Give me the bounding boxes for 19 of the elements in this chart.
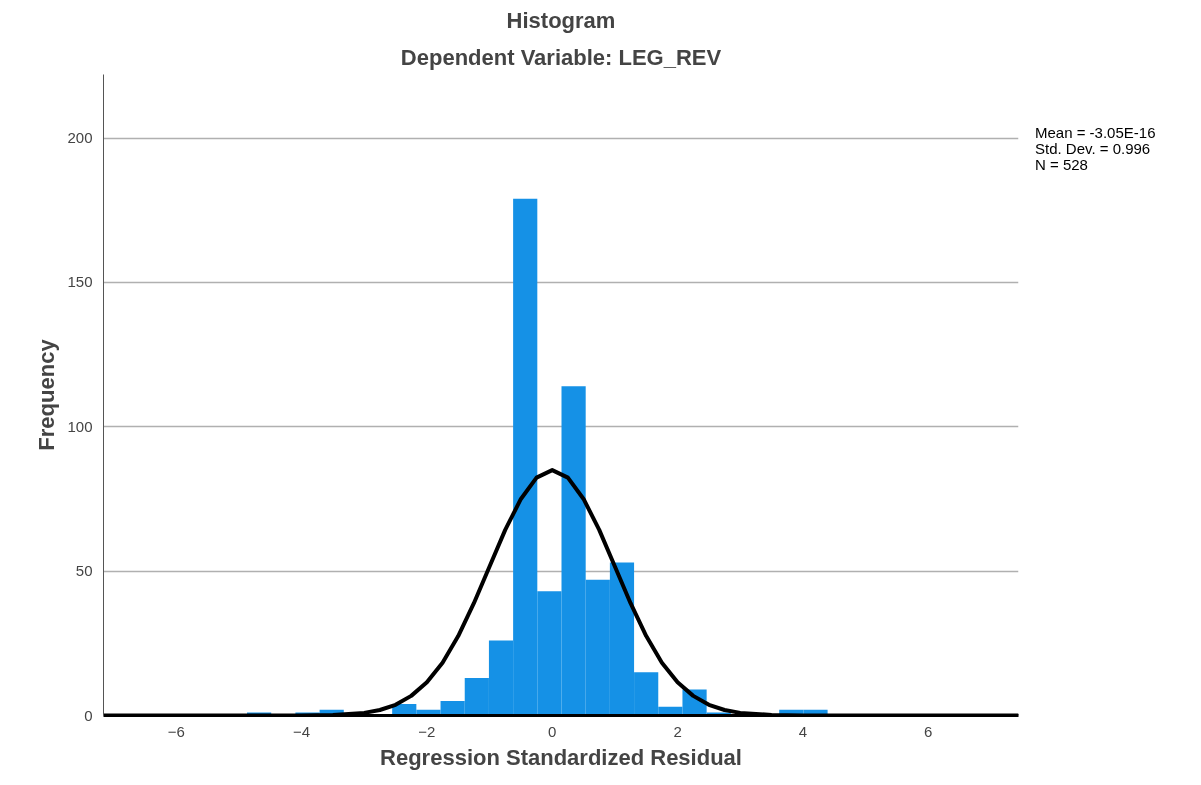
x-axis-title: Regression Standardized Residual [380, 744, 742, 770]
y-axis-title: Frequency [34, 338, 60, 451]
y-tick-label: 100 [67, 417, 93, 435]
y-tick-label: 150 [67, 273, 93, 291]
x-tick-label: 0 [548, 722, 557, 740]
x-tick-label: −2 [418, 722, 436, 740]
x-tick-label: 6 [924, 722, 933, 740]
chart-subtitle: Dependent Variable: LEG_REV [400, 44, 722, 70]
text: N = 528 [1035, 156, 1089, 173]
text: Mean = -3.05E-16 [1035, 124, 1156, 141]
x-tick-label: −4 [292, 722, 311, 740]
chart-title: Histogram [506, 7, 616, 33]
x-tick-label: 4 [798, 722, 808, 740]
y-tick-label: 50 [75, 562, 93, 580]
y-tick-label: 200 [67, 129, 93, 147]
text: Std. Dev. = 0.996 [1035, 140, 1152, 157]
y-tick-label: 0 [84, 706, 93, 724]
x-tick-label: −6 [167, 722, 185, 740]
x-tick-label: 2 [673, 722, 682, 740]
